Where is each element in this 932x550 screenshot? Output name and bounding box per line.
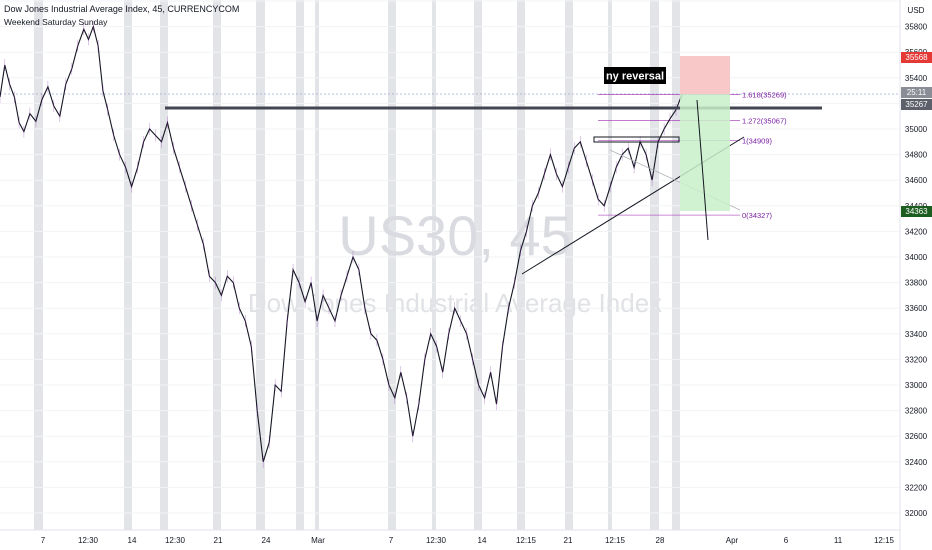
price-label-2: 35267 bbox=[905, 100, 928, 109]
x-tick-4: 21 bbox=[214, 536, 223, 545]
price-label-bg-3 bbox=[901, 206, 932, 217]
weekend-band-0 bbox=[34, 0, 43, 530]
weekend-band-5 bbox=[296, 0, 304, 530]
weekend-band-3 bbox=[213, 0, 221, 530]
weekend-band-8 bbox=[432, 0, 436, 530]
x-tick-3: 12:30 bbox=[165, 536, 186, 545]
y-tick-17: 35400 bbox=[905, 74, 928, 83]
y-tick-3: 32600 bbox=[905, 432, 928, 441]
annotation-label: ny reversal bbox=[606, 71, 664, 83]
x-tick-7: 7 bbox=[389, 536, 394, 545]
weekend-band-7 bbox=[388, 0, 396, 530]
weekend-band-10 bbox=[517, 0, 525, 530]
x-tick-14: Apr bbox=[726, 536, 739, 545]
x-tick-2: 14 bbox=[128, 536, 137, 545]
weekend-band-6 bbox=[315, 0, 319, 530]
weekend-band-2 bbox=[160, 0, 168, 530]
y-tick-0: 32000 bbox=[905, 509, 928, 518]
x-tick-16: 11 bbox=[834, 536, 843, 545]
x-tick-1: 12:30 bbox=[78, 536, 99, 545]
price-label-3: 34363 bbox=[905, 207, 928, 216]
x-tick-8: 12:30 bbox=[426, 536, 447, 545]
y-tick-7: 33400 bbox=[905, 330, 928, 339]
x-tick-17: 12:15 bbox=[874, 536, 895, 545]
horizontal-gridlines bbox=[0, 0, 900, 514]
x-tick-13: 28 bbox=[656, 536, 665, 545]
price-label-1: 25:11 bbox=[907, 88, 927, 97]
watermark-symbol: US30, 45 bbox=[338, 204, 572, 267]
x-tick-10: 12:15 bbox=[516, 536, 537, 545]
annotation-box bbox=[604, 67, 666, 84]
y-tick-10: 34000 bbox=[905, 253, 928, 262]
y-tick-19: 35800 bbox=[905, 23, 928, 32]
weekend-band-4 bbox=[256, 0, 265, 530]
x-tick-0: 7 bbox=[41, 536, 46, 545]
x-tick-11: 21 bbox=[564, 536, 573, 545]
projection-arrow bbox=[696, 99, 709, 241]
watermark-name: Dow Jones Industrial Average Index bbox=[248, 288, 662, 318]
weekend-band-13 bbox=[650, 0, 659, 530]
y-tick-14: 34800 bbox=[905, 151, 928, 160]
y-tick-2: 32400 bbox=[905, 458, 928, 467]
x-axis-ticks: 7 12:30 14 12:30 21 24 Mar 7 12:30 14 12:15 21 12:15… bbox=[41, 536, 895, 545]
price-labels: 35568 25:11 35267 34363 bbox=[901, 52, 932, 217]
weekend-band-12 bbox=[608, 0, 612, 530]
fib-label-3: 0(34327) bbox=[742, 211, 773, 220]
fib-label-0: 1.618(35269) bbox=[742, 91, 787, 100]
chart-title: Dow Jones Industrial Average Index, 45, … bbox=[4, 4, 240, 14]
price-label-bg-1 bbox=[901, 87, 932, 98]
x-tick-6: Mar bbox=[311, 536, 325, 545]
weekend-band-9 bbox=[474, 0, 482, 530]
breakout-box bbox=[593, 136, 680, 143]
chart-subtitle: Weekend Saturday Sunday bbox=[4, 17, 108, 27]
session-bands bbox=[34, 0, 680, 530]
fib-labels: 1.618(35269) 1.272(35067) 1(34909) 0(34327) bbox=[742, 91, 787, 221]
weekend-band-11 bbox=[565, 0, 573, 530]
x-tick-15: 6 bbox=[784, 536, 789, 545]
fib-label-2: 1(34909) bbox=[742, 137, 773, 146]
y-tick-6: 33200 bbox=[905, 355, 928, 364]
y-tick-1: 32200 bbox=[905, 483, 928, 492]
axis-currency: USD bbox=[908, 6, 925, 15]
price-label-0: 35568 bbox=[905, 53, 928, 62]
reward-zone bbox=[680, 94, 730, 211]
weekend-band-1 bbox=[124, 0, 132, 530]
risk-zone bbox=[680, 56, 730, 94]
y-tick-8: 33600 bbox=[905, 304, 928, 313]
weekend-band-14 bbox=[672, 0, 680, 530]
price-series-wicks bbox=[0, 20, 683, 468]
y-tick-15: 35000 bbox=[905, 125, 928, 134]
price-label-bg-2 bbox=[901, 99, 932, 110]
price-label-bg-0 bbox=[901, 52, 932, 63]
y-tick-5: 33000 bbox=[905, 381, 928, 390]
y-tick-4: 32800 bbox=[905, 407, 928, 416]
y-tick-13: 34600 bbox=[905, 176, 928, 185]
x-tick-5: 24 bbox=[262, 536, 271, 545]
fib-label-1: 1.272(35067) bbox=[742, 116, 787, 125]
y-tick-11: 34200 bbox=[905, 227, 928, 236]
y-tick-9: 33800 bbox=[905, 279, 928, 288]
x-tick-9: 14 bbox=[478, 536, 487, 545]
x-tick-12: 12:15 bbox=[605, 536, 626, 545]
